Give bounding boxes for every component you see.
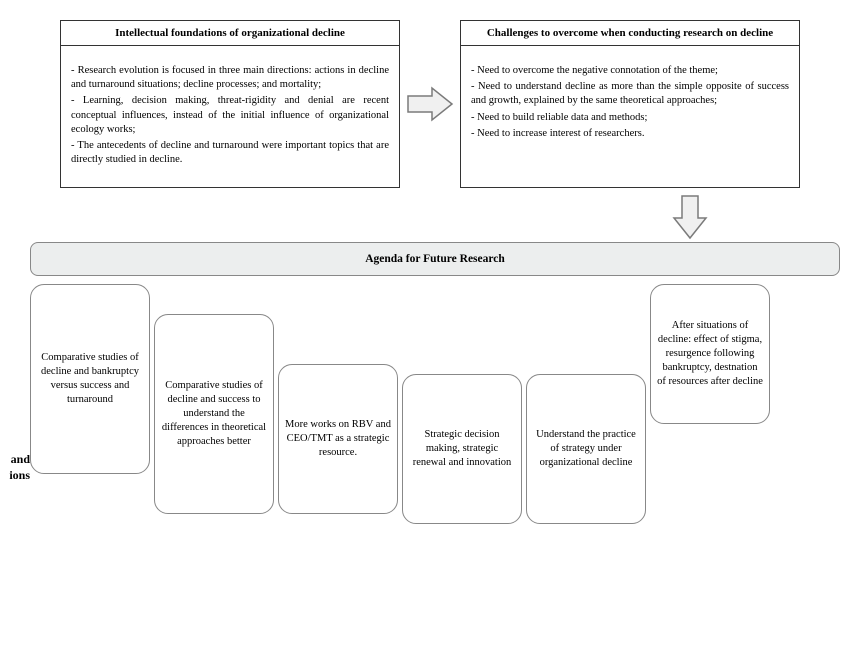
box-intellectual-foundations-body: - Research evolution is focused in three… [61, 46, 399, 187]
foundations-item: - Learning, decision making, threat-rigi… [71, 94, 389, 137]
box-challenges: Challenges to overcome when conducting r… [460, 20, 800, 188]
arrow-down-icon [670, 194, 710, 240]
foundations-item: - Research evolution is focused in three… [71, 64, 389, 92]
agenda-card: More works on RBV and CEO/TMT as a strat… [278, 364, 398, 514]
cropped-side-label: and ions [0, 452, 30, 483]
agenda-card-text: More works on RBV and CEO/TMT as a strat… [285, 418, 391, 461]
challenges-item: - Need to understand decline as more tha… [471, 80, 789, 108]
agenda-card-text: Comparative studies of decline and bankr… [37, 351, 143, 408]
agenda-card: Comparative studies of decline and bankr… [30, 284, 150, 474]
agenda-card: Strategic decision making, strategic ren… [402, 374, 522, 524]
agenda-card-text: Strategic decision making, strategic ren… [409, 428, 515, 471]
foundations-item: - The antecedents of decline and turnaro… [71, 139, 389, 167]
arrow-right-icon [406, 84, 454, 124]
box-intellectual-foundations: Intellectual foundations of organization… [60, 20, 400, 188]
challenges-item: - Need to overcome the negative connotat… [471, 64, 789, 78]
arrow-right [400, 20, 460, 188]
agenda-card: Understand the practice of strategy unde… [526, 374, 646, 524]
side-label-line2: ions [9, 468, 30, 482]
top-row: Intellectual foundations of organization… [60, 20, 850, 188]
box-intellectual-foundations-title: Intellectual foundations of organization… [61, 21, 399, 46]
box-challenges-body: - Need to overcome the negative connotat… [461, 46, 799, 161]
arrow-down [0, 194, 850, 240]
agenda-card-text: Understand the practice of strategy unde… [533, 428, 639, 471]
side-label-line1: and [11, 452, 30, 466]
agenda-card-text: After situations of decline: effect of s… [657, 319, 763, 390]
agenda-card: After situations of decline: effect of s… [650, 284, 770, 424]
agenda-card-text: Comparative studies of decline and succe… [161, 379, 267, 450]
agenda-cards-row: Comparative studies of decline and bankr… [30, 284, 840, 524]
challenges-item: - Need to build reliable data and method… [471, 111, 789, 125]
agenda-header: Agenda for Future Research [30, 242, 840, 276]
agenda-card: Comparative studies of decline and succe… [154, 314, 274, 514]
challenges-item: - Need to increase interest of researche… [471, 127, 789, 141]
box-challenges-title: Challenges to overcome when conducting r… [461, 21, 799, 46]
